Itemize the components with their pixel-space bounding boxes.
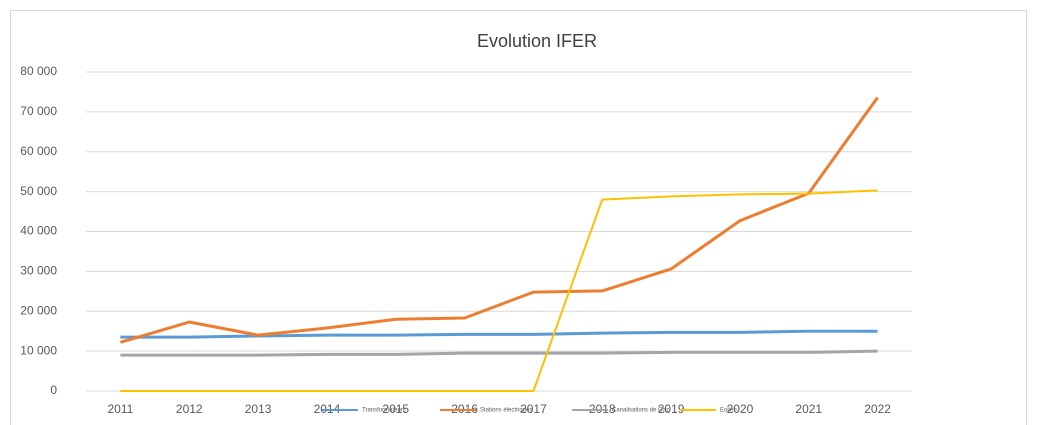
y-tick-label: 70 000 bbox=[20, 104, 57, 118]
y-tick-label: 30 000 bbox=[20, 264, 57, 278]
series-line bbox=[120, 189, 878, 392]
y-tick-label: 80 000 bbox=[20, 64, 57, 78]
legend-label: Canalisations de Gaz bbox=[612, 408, 669, 414]
y-tick-label: 60 000 bbox=[20, 144, 57, 158]
x-tick-label: 2019 bbox=[658, 402, 685, 416]
series-line bbox=[120, 349, 878, 357]
series-line bbox=[119, 96, 879, 344]
x-tick-label: 2013 bbox=[245, 402, 272, 416]
x-tick-label: 2021 bbox=[795, 402, 822, 416]
x-tick-label: 2015 bbox=[382, 402, 409, 416]
x-tick-label: 2012 bbox=[176, 402, 203, 416]
series-line bbox=[120, 329, 878, 339]
x-tick-label: 2022 bbox=[864, 402, 891, 416]
y-tick-label: 20 000 bbox=[20, 303, 57, 317]
x-tick-label: 2017 bbox=[520, 402, 547, 416]
legend-label: Stations électriques bbox=[480, 408, 532, 414]
legend-label: Eolien bbox=[720, 408, 737, 414]
legend-label: Transformateurs bbox=[362, 408, 406, 414]
x-tick-label: 2020 bbox=[727, 402, 754, 416]
y-tick-label: 0 bbox=[50, 383, 57, 397]
y-tick-label: 10 000 bbox=[20, 343, 57, 357]
x-tick-label: 2011 bbox=[108, 402, 134, 416]
chart-frame bbox=[10, 10, 1027, 425]
chart-title: Evolution IFER bbox=[477, 31, 597, 51]
y-tick-label: 50 000 bbox=[20, 184, 57, 198]
y-tick-label: 40 000 bbox=[20, 224, 57, 238]
